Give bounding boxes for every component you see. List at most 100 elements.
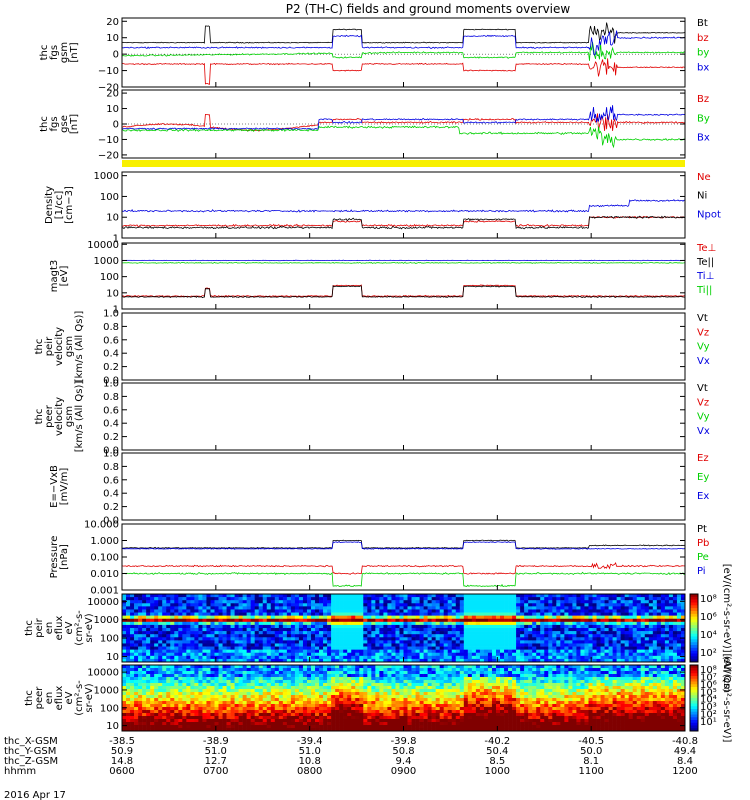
spectrogram-cell (347, 597, 352, 601)
spectrogram-cell (339, 689, 344, 693)
spectrogram-cell (331, 728, 336, 732)
spectrogram-cell (282, 728, 288, 732)
spectrogram-cell (234, 695, 239, 699)
spectrogram-cell (479, 615, 485, 620)
spectrogram-cell (387, 594, 392, 598)
spectrogram-cell (660, 600, 666, 604)
series-line-black (121, 22, 686, 44)
legend-entry: Vt (697, 313, 708, 324)
spectrogram-cell (154, 609, 159, 613)
spectrogram-cell (158, 695, 163, 699)
spectrogram-cell (335, 707, 340, 711)
spectrogram-cell (379, 655, 384, 660)
spectrogram-cell (335, 603, 340, 607)
spectrogram-cell (608, 606, 613, 610)
spectrogram-cell (399, 658, 404, 663)
spectrogram-cell (266, 640, 272, 644)
spectrogram-cell (298, 597, 304, 601)
spectrogram-cell (604, 649, 609, 654)
spectrogram-cell (624, 612, 629, 616)
spectrogram-cell (475, 646, 481, 650)
spectrogram-cell (536, 618, 541, 623)
spectrogram-cell (222, 637, 227, 641)
spectrogram-cell (270, 655, 276, 660)
spectrogram-cell (335, 671, 340, 675)
spectrogram-cell (162, 609, 167, 613)
spectrogram-cell (158, 628, 163, 632)
spectrogram-cell (399, 615, 404, 620)
spectrogram-cell (351, 668, 356, 672)
spectrogram-cell (250, 655, 256, 660)
spectrogram-cell (298, 710, 304, 714)
spectrogram-cell (158, 631, 163, 635)
spectrogram-cell (439, 615, 445, 620)
spectrogram-cell (427, 609, 432, 613)
spectrogram-cell (660, 646, 666, 650)
spectrogram-cell (166, 624, 171, 629)
spectrogram-cell (298, 628, 304, 632)
spectrogram-cell (331, 695, 336, 699)
spectrogram-cell (367, 692, 372, 696)
spectrogram-cell (612, 618, 617, 623)
spectrogram-cell (298, 701, 304, 705)
spectrogram-cell (226, 725, 231, 729)
spectrogram-cell (596, 643, 601, 647)
spectrogram-cell (528, 649, 533, 654)
spectrogram-cell (612, 649, 617, 654)
spectrogram-cell (242, 646, 247, 650)
spectrogram-cell (403, 621, 408, 626)
spectrogram-cell (246, 689, 251, 693)
spectrogram-cell (588, 646, 593, 650)
spectrogram-cell (286, 624, 292, 629)
spectrogram-cell (403, 615, 408, 620)
spectrogram-cell (676, 597, 682, 601)
series-line-red (121, 215, 686, 228)
spectrogram-cell (564, 643, 569, 647)
spectrogram-cell (150, 704, 155, 708)
spectrogram-cell (375, 728, 380, 732)
spectrogram-cell (335, 722, 340, 726)
spectrogram-cell (391, 719, 396, 723)
spectrogram-cell (427, 594, 432, 598)
spectrogram-cell (230, 600, 235, 604)
spectrogram-cell (162, 671, 167, 675)
spectrogram-cell (556, 621, 561, 626)
spectrogram-cell (403, 628, 408, 632)
spectrogram-cell (238, 631, 243, 635)
spectrogram-cell (347, 612, 352, 616)
spectrogram-cell (226, 600, 231, 604)
spectrogram-cell (351, 628, 356, 632)
spectrogram-cell (319, 658, 324, 663)
spectrogram-cell (399, 665, 404, 669)
spectrogram-cell (363, 695, 368, 699)
spectrogram-cell (234, 634, 239, 638)
spectrogram-cell (532, 637, 537, 641)
spectrogram-cell (242, 704, 247, 708)
spectrogram-cell (311, 677, 316, 681)
spectrogram-cell (311, 710, 316, 714)
spectrogram-cell (230, 698, 235, 702)
spectrogram-cell (391, 631, 396, 635)
spectrogram-cell (130, 686, 135, 690)
spectrogram-cell (323, 594, 328, 598)
spectrogram-cell (475, 628, 481, 632)
spectrogram-cell (178, 716, 183, 720)
spectrogram-cell (214, 615, 219, 620)
spectrogram-cell (278, 618, 284, 623)
spectrogram-cell (620, 594, 625, 598)
spectrogram-cell (355, 600, 360, 604)
spectrogram-cell (290, 612, 296, 616)
spectrogram-cell (644, 637, 650, 641)
spectrogram-cell (230, 674, 235, 678)
spectrogram-cell (298, 722, 304, 726)
spectrogram-cell (427, 621, 432, 626)
spectrogram-cell (455, 631, 461, 635)
spectrogram-cell (250, 615, 256, 620)
spectrogram-cell (403, 631, 408, 635)
spectrogram-cell (540, 637, 545, 641)
spectrogram-cell (262, 677, 268, 681)
spectrogram-cell (576, 649, 581, 654)
spectrogram-cell (443, 628, 449, 632)
spectrogram-cell (403, 649, 408, 654)
spectrogram-cell (138, 728, 143, 732)
